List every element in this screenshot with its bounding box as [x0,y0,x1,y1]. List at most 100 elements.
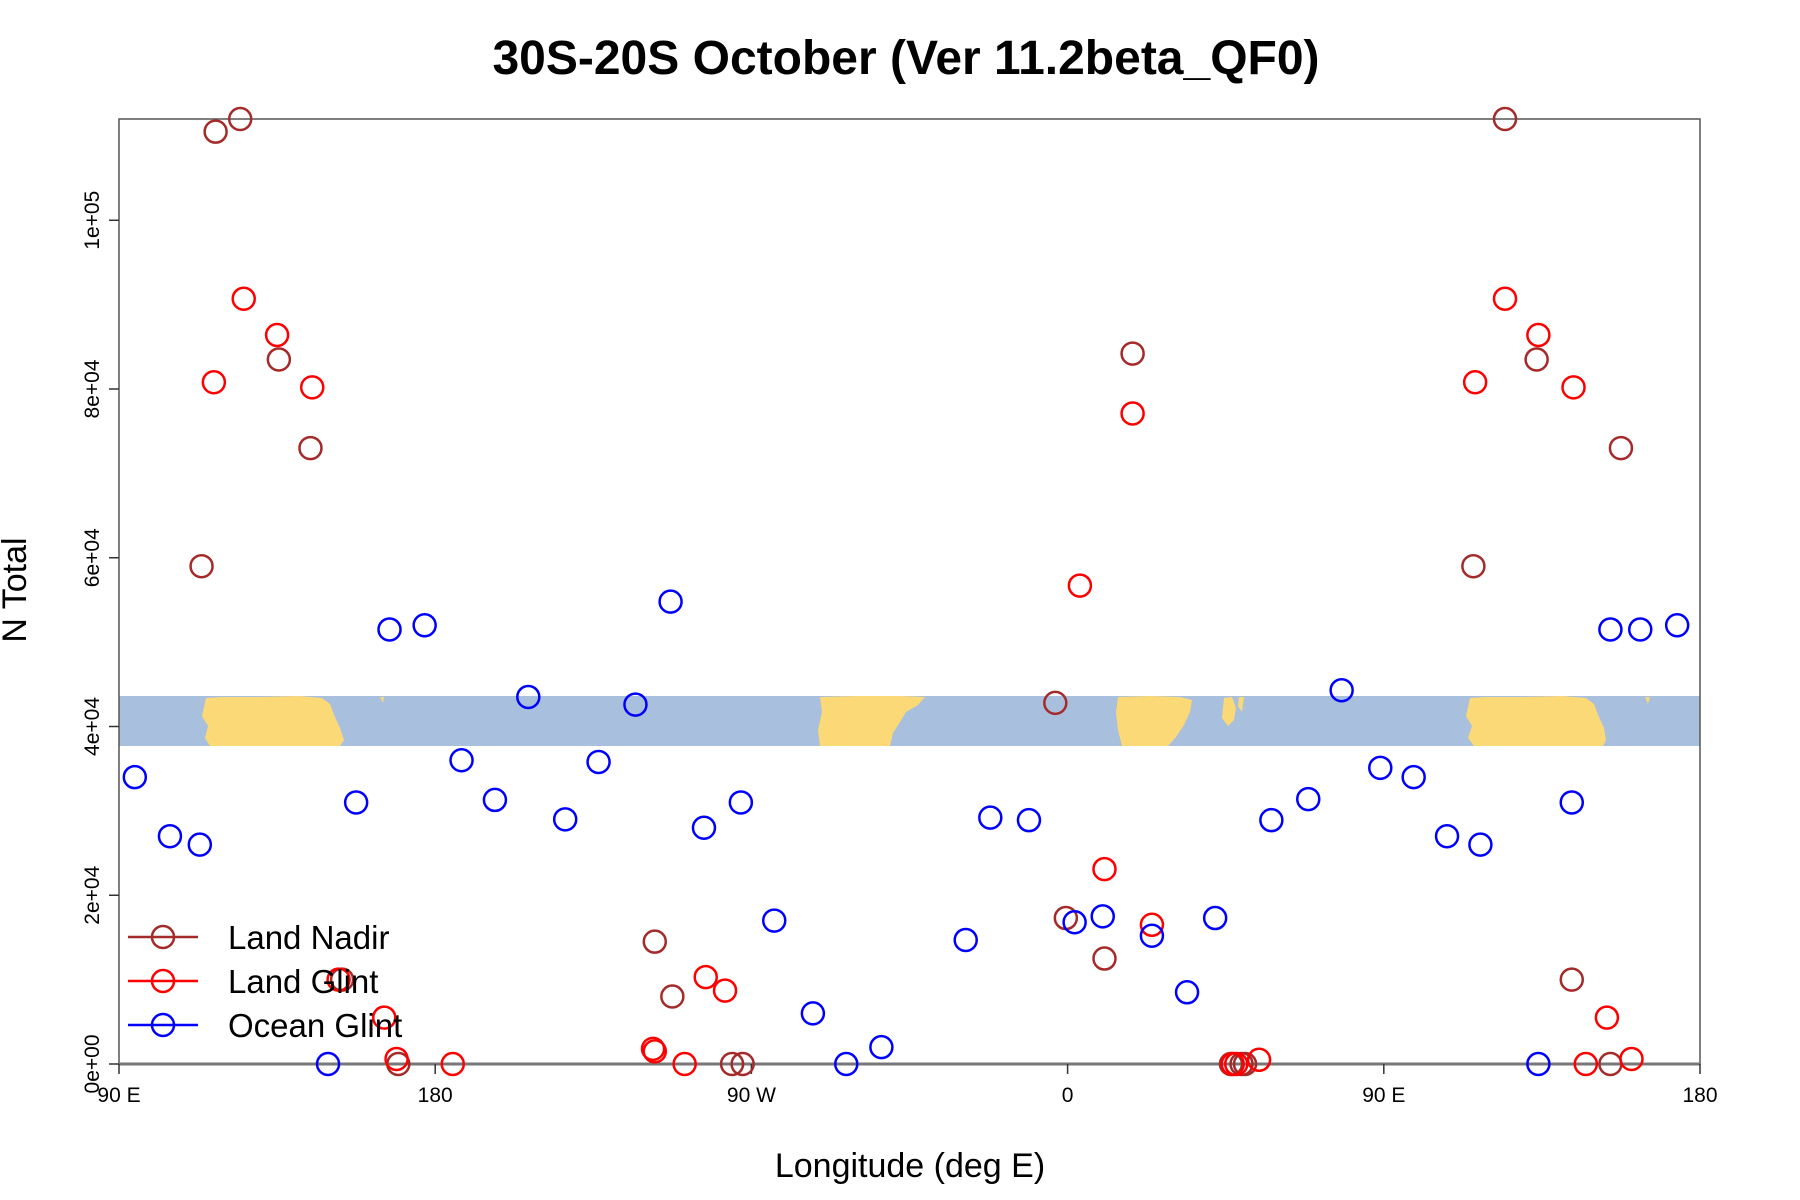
point-land-glint [1246,1047,1272,1073]
point-land-glint [1573,1051,1599,1077]
point-land-nadir [1461,553,1486,579]
land-south-america [818,696,925,746]
point-land-glint [231,286,256,311]
land-australia [202,696,344,746]
point-ocean-glint [586,749,611,775]
point-land-glint [264,322,290,348]
x-tick-label: 90 W [727,1084,776,1107]
series-ocean-glint [122,589,1690,1077]
x-tick-label: 90 E [97,1084,140,1107]
x-tick-label: 0 [1062,1084,1074,1107]
y-tick-label: 8e+04 [81,359,104,418]
land-madagascar [1222,697,1236,726]
point-land-glint [299,375,325,400]
point-ocean-glint [122,764,148,790]
point-land-glint [642,1039,668,1064]
point-land-glint [640,1036,666,1062]
point-ocean-glint [761,908,787,933]
legend-marker-land-nadir [150,924,176,950]
y-tick-label: 2e+04 [81,865,104,924]
legend: Land Nadir Land Glint Ocean Glint [128,919,402,1044]
point-ocean-glint [1526,1051,1551,1077]
point-ocean-glint [482,787,508,813]
point-land-glint [693,964,718,990]
point-ocean-glint [1296,786,1321,812]
point-ocean-glint [157,823,183,849]
point-ocean-glint [953,927,978,953]
point-ocean-glint [800,1001,826,1026]
series-land-glint [201,286,1644,1077]
point-land-glint [1526,322,1551,348]
series-land-nadir [189,106,1634,1077]
y-axis: 0e+00 2e+04 4e+04 6e+04 8e+04 1e+05 [81,191,119,1093]
point-land-glint [201,370,227,395]
point-land-nadir [1043,690,1068,716]
point-ocean-glint [834,1051,859,1077]
point-ocean-glint [1598,617,1623,642]
land-africa [1116,696,1192,746]
point-ocean-glint [449,748,474,773]
point-ocean-glint [1016,807,1042,833]
legend-label-land-glint: Land Glint [228,963,378,1000]
point-land-nadir [203,119,228,144]
point-ocean-glint [343,790,369,815]
point-land-glint [440,1051,466,1077]
point-land-nadir [1092,946,1117,971]
point-ocean-glint [658,589,683,614]
y-tick-label: 1e+05 [81,191,104,250]
point-land-nadir [660,984,685,1009]
point-land-glint [1223,1051,1249,1077]
point-ocean-glint [1628,617,1653,642]
point-ocean-glint [1368,755,1393,781]
y-tick-label: 4e+04 [81,697,104,756]
x-axis: 90 E 180 90 W 0 90 E 180 [97,1064,1718,1107]
land-australia-repeat [1466,696,1606,746]
point-land-nadir [1524,347,1549,372]
point-land-glint [384,1046,409,1072]
y-axis-label: N Total [0,537,34,642]
point-land-glint [1067,573,1093,598]
point-ocean-glint [187,832,213,857]
legend-marker-land-glint [150,968,176,994]
point-ocean-glint [623,692,648,717]
point-ocean-glint [1062,910,1087,935]
point-ocean-glint [1434,823,1460,849]
point-ocean-glint [1139,923,1165,948]
x-tick-label: 180 [1682,1084,1717,1107]
point-ocean-glint [1202,905,1228,931]
point-land-nadir [298,435,323,461]
point-ocean-glint [1259,807,1284,833]
point-ocean-glint [1664,613,1690,638]
point-ocean-glint [552,807,578,832]
point-land-nadir [1559,967,1585,992]
point-land-glint [712,978,738,1003]
land-islet [380,697,384,703]
point-land-glint [326,967,351,992]
point-ocean-glint [1559,790,1585,815]
land-madagascar-tip [1238,697,1244,712]
point-land-glint [372,1005,397,1030]
point-land-nadir [189,553,214,579]
point-ocean-glint [691,815,717,840]
point-land-glint [1561,375,1586,400]
point-ocean-glint [869,1034,894,1060]
point-land-nadir [1232,1051,1258,1077]
point-land-nadir [1608,435,1634,461]
point-land-glint [1092,856,1117,882]
point-ocean-glint [1090,904,1115,929]
legend-item-ocean-glint: Ocean Glint [128,1007,402,1044]
point-land-nadir [730,1051,755,1077]
legend-label-ocean-glint: Ocean Glint [228,1007,402,1044]
point-land-nadir [227,106,253,132]
map-band [119,696,1700,746]
point-land-glint [1619,1046,1644,1072]
point-ocean-glint [1174,980,1200,1005]
data-points [122,106,1690,1077]
legend-item-land-nadir: Land Nadir [128,919,389,956]
point-ocean-glint [412,613,437,638]
point-ocean-glint [1401,764,1426,790]
point-land-nadir [266,347,292,372]
land-new-zealand-tip [1645,697,1650,704]
point-ocean-glint [516,684,541,710]
x-axis-label: Longitude (deg E) [775,1147,1045,1185]
